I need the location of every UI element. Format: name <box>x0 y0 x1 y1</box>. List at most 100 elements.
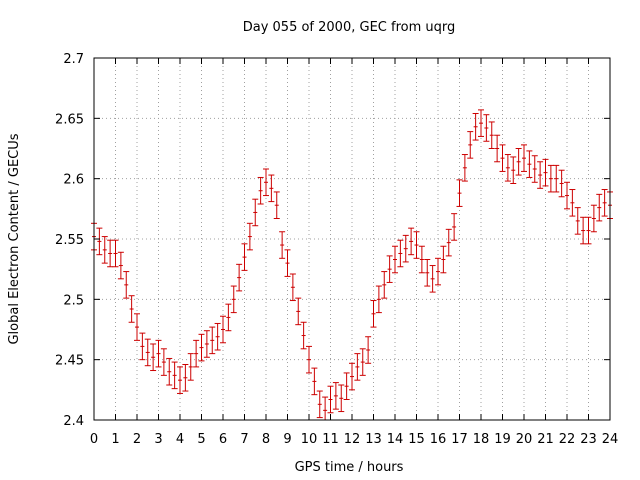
data-point <box>112 239 119 268</box>
data-point <box>263 168 269 197</box>
data-point <box>273 191 280 219</box>
data-point <box>553 164 560 193</box>
x-tick-label: 15 <box>408 432 425 447</box>
data-point <box>128 295 135 323</box>
data-point <box>424 259 431 287</box>
data-point <box>338 384 345 413</box>
data-point <box>472 113 479 141</box>
y-tick-label: 2.5 <box>63 293 84 308</box>
x-tick-label: 5 <box>197 432 205 447</box>
data-point <box>155 339 162 368</box>
chart-title: Day 055 of 2000, GEC from uqrg <box>243 20 456 35</box>
data-point <box>349 362 355 391</box>
data-point <box>590 204 597 233</box>
data-point <box>306 345 312 374</box>
data-point <box>139 332 146 361</box>
y-tick-label: 2.4 <box>63 414 84 429</box>
data-point <box>268 174 275 203</box>
data-point <box>343 372 350 400</box>
x-tick-label: 12 <box>344 432 361 447</box>
x-tick-label: 2 <box>133 432 141 447</box>
y-axis: 2.4 2.45 2.5 2.55 2.6 2.65 2.7 <box>55 52 610 429</box>
data-point <box>547 164 554 193</box>
data-point <box>182 363 189 392</box>
data-point <box>499 144 506 172</box>
x-tick-label: 10 <box>301 432 318 447</box>
data-point <box>408 227 415 256</box>
data-point <box>246 222 253 251</box>
x-tick-label: 20 <box>516 432 533 447</box>
data-point <box>257 176 264 205</box>
data-point <box>526 150 533 178</box>
x-tick-label: 1 <box>111 432 119 447</box>
data-point <box>354 353 361 381</box>
data-point <box>461 154 468 182</box>
data-point <box>117 251 124 280</box>
y-tick-label: 2.7 <box>63 52 84 67</box>
x-tick-label: 4 <box>176 432 184 447</box>
data-point <box>375 285 382 314</box>
data-point <box>284 249 291 277</box>
data-point <box>220 315 226 344</box>
data-point <box>187 353 194 381</box>
data-point <box>515 148 522 176</box>
data-point <box>316 390 323 419</box>
x-tick-label: 0 <box>90 432 98 447</box>
data-point <box>203 330 210 358</box>
data-point <box>177 366 183 394</box>
x-tick-label: 6 <box>219 432 227 447</box>
data-point <box>101 236 108 264</box>
data-point <box>230 285 237 314</box>
data-point <box>144 338 151 367</box>
data-point <box>392 245 398 274</box>
data-point <box>397 239 404 268</box>
data-point <box>134 313 140 341</box>
data-point <box>558 169 565 198</box>
x-tick-label: 21 <box>537 432 554 447</box>
data-point <box>123 271 130 299</box>
data-point <box>542 158 549 187</box>
data-point <box>171 361 178 390</box>
data-point <box>214 322 221 351</box>
x-tick-label: 11 <box>322 432 339 447</box>
data-point <box>585 216 592 245</box>
x-tick-label: 8 <box>262 432 270 447</box>
x-axis: 0 1 2 3 4 5 6 7 8 9 10 11 12 13 14 15 16 17 18 19 20 21 22 23 24 <box>90 58 618 447</box>
y-tick-label: 2.65 <box>55 112 84 127</box>
data-point <box>252 198 259 227</box>
data-point <box>386 255 393 283</box>
data-point <box>537 161 544 189</box>
data-point <box>107 239 114 268</box>
data-point <box>198 333 205 362</box>
data-point <box>241 243 248 271</box>
data-point <box>521 144 527 172</box>
x-tick-label: 18 <box>473 432 490 447</box>
data-point <box>429 265 436 293</box>
y-tick-label: 2.45 <box>55 354 84 369</box>
x-tick-label: 23 <box>580 432 597 447</box>
data-point <box>445 228 452 257</box>
x-tick-label: 9 <box>283 432 291 447</box>
data-point <box>510 156 517 184</box>
data-point <box>456 179 463 207</box>
data-point <box>478 109 484 137</box>
data-point <box>488 121 495 149</box>
data-point <box>193 339 200 368</box>
x-tick-label: 22 <box>559 432 576 447</box>
x-tick-label: 3 <box>154 432 162 447</box>
data-point <box>381 271 388 299</box>
data-point <box>440 245 447 274</box>
data-point <box>236 263 243 292</box>
data-point <box>359 348 366 376</box>
y-tick-label: 2.6 <box>63 173 84 188</box>
data-point <box>580 216 587 245</box>
y-tick-label: 2.55 <box>55 233 84 248</box>
data-point <box>467 131 474 159</box>
x-tick-label: 17 <box>451 432 468 447</box>
data-point <box>209 326 216 355</box>
data-point <box>300 321 307 350</box>
data-point <box>166 357 173 386</box>
data-point <box>483 114 490 142</box>
data-series <box>91 109 613 420</box>
